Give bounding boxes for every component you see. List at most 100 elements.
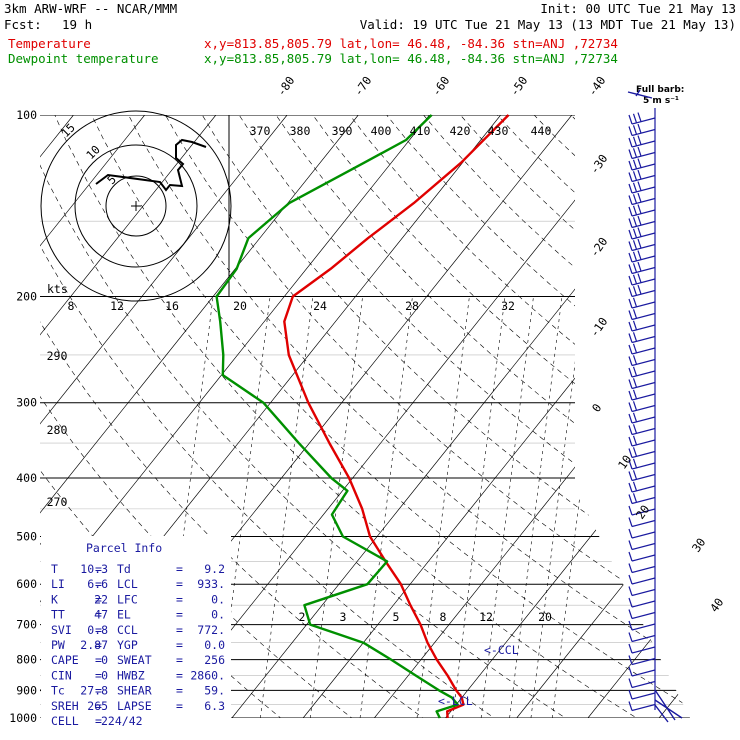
barb-flag bbox=[628, 678, 633, 688]
isotherm-label: -30 bbox=[587, 152, 610, 177]
barb-flag bbox=[628, 149, 633, 159]
barb-flag bbox=[632, 458, 638, 468]
dry-adiabat bbox=[113, 115, 690, 718]
mixing-ratio-label-low: 20 bbox=[538, 610, 552, 624]
barb-staff bbox=[631, 278, 656, 286]
barb-flag bbox=[628, 390, 633, 401]
parcel-cell: SHEAR bbox=[117, 684, 152, 698]
isotherm-label: 20 bbox=[633, 502, 652, 521]
parcel-cell: 0.8 bbox=[87, 623, 108, 637]
barb-staff bbox=[631, 634, 656, 643]
barb-staff bbox=[631, 243, 656, 252]
mixing-ratio-line bbox=[416, 296, 470, 718]
barb-staff bbox=[631, 588, 656, 597]
barb-flag bbox=[628, 540, 633, 550]
wind-barb bbox=[628, 320, 656, 332]
legend-temperature: Temperature bbox=[8, 36, 91, 51]
isotherm bbox=[658, 115, 690, 718]
location-temperature: x,y=813.85,805.79 lat,lon= 46.48, -84.36… bbox=[204, 36, 618, 51]
barb-flag bbox=[637, 169, 642, 180]
wind-barb bbox=[628, 424, 656, 436]
mixing-ratio-line bbox=[359, 296, 413, 718]
barb-flag bbox=[632, 343, 638, 353]
wind-barb bbox=[628, 655, 656, 666]
barb-flag bbox=[628, 310, 633, 320]
barb-flag bbox=[637, 181, 642, 191]
parcel-cell: = bbox=[95, 592, 102, 606]
parcel-cell: 6.6 bbox=[87, 577, 108, 591]
wind-barb bbox=[628, 215, 656, 229]
barb-flag bbox=[632, 320, 638, 330]
wind-barb bbox=[628, 309, 656, 321]
theta-label: 400 bbox=[371, 124, 392, 138]
barb-flag bbox=[628, 689, 633, 700]
barb-flag bbox=[628, 172, 633, 182]
parcel-cell: 224/42 bbox=[101, 714, 143, 728]
barb-staff bbox=[631, 623, 656, 631]
barb-flag bbox=[632, 447, 638, 457]
model-title: 3km ARW-WRF -- NCAR/MMM bbox=[4, 1, 177, 16]
mixing-ratio-label: 12 bbox=[110, 299, 124, 313]
barb-staff bbox=[631, 220, 656, 229]
parcel-cell: = bbox=[95, 623, 102, 637]
isotherm-label: -70 bbox=[351, 74, 374, 99]
barb-staff bbox=[631, 151, 656, 160]
barb-flag bbox=[632, 251, 638, 261]
pressure-label-400: 400 bbox=[16, 471, 37, 485]
theta-label: 440 bbox=[531, 124, 552, 138]
pressure-label-900: 900 bbox=[16, 683, 37, 697]
barb-flag bbox=[632, 297, 638, 307]
parcel-cell: = bbox=[176, 623, 183, 637]
isotherm-label: -40 bbox=[585, 74, 608, 99]
barb-flag bbox=[632, 228, 638, 238]
barb-flag bbox=[632, 493, 638, 503]
mixing-ratio-label: 8 bbox=[68, 299, 75, 313]
parcel-cell: 0 bbox=[101, 668, 108, 682]
barb-flag bbox=[637, 238, 642, 249]
barb-flag bbox=[632, 171, 638, 181]
parcel-cell: = bbox=[176, 699, 183, 713]
dry-adiabat bbox=[292, 115, 690, 718]
dry-adiabat bbox=[40, 115, 442, 718]
barb-flag bbox=[632, 412, 638, 422]
barb-flag bbox=[628, 402, 633, 412]
barb-staff bbox=[631, 209, 656, 217]
barb-flag bbox=[628, 344, 633, 355]
barb-staff bbox=[631, 496, 656, 505]
parcel-cell: PW bbox=[51, 638, 65, 652]
wind-barb bbox=[628, 447, 656, 459]
barb-flag bbox=[628, 655, 633, 665]
barb-staff bbox=[631, 577, 656, 585]
barb-flag bbox=[632, 217, 638, 227]
mixing-ratio-label-low: 12 bbox=[479, 610, 493, 624]
barb-flag bbox=[632, 136, 638, 146]
barb-flag bbox=[637, 158, 642, 168]
barb-staff bbox=[631, 657, 656, 666]
barb-flag bbox=[637, 146, 642, 157]
barb-flag bbox=[628, 413, 633, 424]
theta-label: 410 bbox=[410, 124, 431, 138]
temperature-profile bbox=[283, 114, 510, 719]
isotherm bbox=[40, 115, 430, 718]
wind-barb bbox=[628, 192, 656, 206]
theta-label: 390 bbox=[332, 124, 353, 138]
hodograph-ring bbox=[40, 110, 232, 302]
barb-staff bbox=[631, 232, 656, 240]
parcel-cell: = bbox=[176, 638, 183, 652]
barb-staff bbox=[631, 416, 656, 424]
parcel-cell: K bbox=[51, 592, 58, 606]
parcel-cell: = bbox=[95, 714, 102, 728]
barb-flag bbox=[637, 261, 642, 272]
dry-adiabat bbox=[471, 115, 690, 718]
wind-barb bbox=[628, 146, 656, 160]
barb-flag bbox=[628, 528, 633, 539]
wind-barb bbox=[628, 332, 656, 344]
barb-flag bbox=[632, 159, 638, 169]
pressure-label-200: 200 bbox=[16, 290, 37, 304]
pressure-label-500: 500 bbox=[16, 529, 37, 543]
parcel-cell: = bbox=[176, 684, 183, 698]
dry-adiabat bbox=[40, 115, 586, 718]
barb-flag bbox=[637, 135, 642, 145]
barb-staff bbox=[631, 646, 656, 654]
barb-flag bbox=[628, 632, 633, 642]
